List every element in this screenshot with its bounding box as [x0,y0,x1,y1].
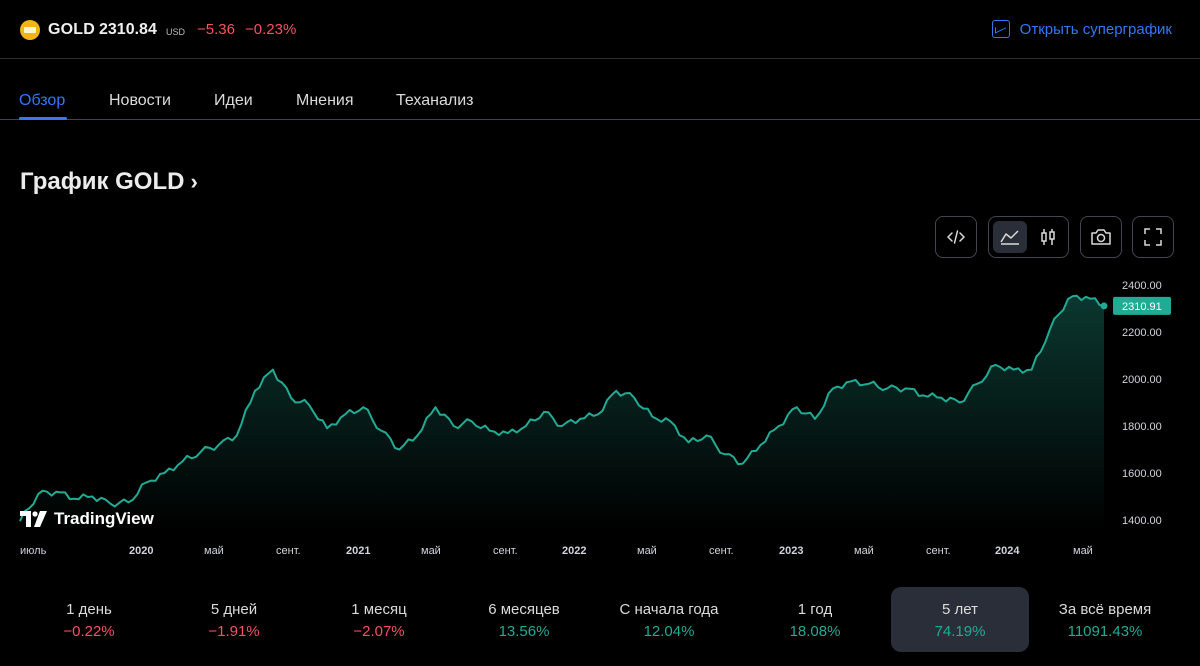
fullscreen-icon [1144,228,1162,246]
period-button[interactable]: 5 лет 74.19% [891,587,1029,652]
y-tick-label: 2000.00 [1122,374,1162,386]
x-tick-label: май [1073,545,1093,557]
y-tick-label: 1800.00 [1122,421,1162,433]
snapshot-button[interactable] [1080,216,1122,258]
x-tick-label: сент. [926,545,951,557]
camera-icon [1091,229,1111,245]
price-line [19,294,1105,522]
area-style-button[interactable] [993,221,1027,253]
gold-bar-icon [20,20,40,40]
area-chart-icon [1000,230,1019,245]
period-return: −2.07% [353,623,405,640]
fullscreen-button[interactable] [1132,216,1174,258]
tradingview-wordmark: TradingView [54,509,154,528]
period-return: −0.22% [63,623,115,640]
x-tick-label: июль [20,545,47,557]
price-change-percent: −0.23% [245,21,297,38]
price-chart[interactable]: 2400.00 2200.00 2000.00 1800.00 1600.00 1400.… [0,270,1200,565]
symbol-header: GOLD 2310.84 USD −5.36 −0.23% Открыть су… [0,0,1200,59]
x-tick-label: 2022 [562,545,586,557]
period-return: 11091.43% [1067,623,1143,640]
x-tick-label: май [204,545,224,557]
last-price-dot [1100,302,1108,310]
open-superchart-link[interactable]: Открыть суперграфик [991,20,1172,38]
period-return: 18.08% [789,623,841,640]
period-label: 5 дней [210,601,258,618]
currency-label: USD [166,27,186,37]
last-price-label: 2310.91 [1122,301,1162,313]
period-label: За всё время [1058,601,1152,618]
tab-ideas[interactable]: Идеи [214,92,253,109]
period-button[interactable]: С начала года 12.04% [600,587,738,652]
x-tick-label: май [637,545,657,557]
open-superchart-label: Открыть суперграфик [1019,20,1172,38]
chart-line-icon [991,20,1010,38]
period-label: С начала года [619,601,719,618]
y-tick-label: 2400.00 [1122,280,1162,292]
tab-overview[interactable]: Обзор [19,92,66,109]
period-button[interactable]: За всё время 11091.43% [1036,587,1174,652]
x-tick-label: май [854,545,874,557]
y-tick-label: 2200.00 [1122,327,1162,339]
x-tick-label: 2021 [346,545,370,557]
candles-style-button[interactable] [1031,221,1065,253]
price-area-fill [20,295,1104,532]
tab-news[interactable]: Новости [109,92,171,109]
chevron-right-icon: › [190,169,198,194]
x-tick-label: 2024 [995,545,1020,557]
last-price-label-bg [1113,296,1171,315]
period-button[interactable]: 6 месяцев 13.56% [455,587,593,652]
y-tick-label: 1600.00 [1122,468,1162,480]
period-label: 1 месяц [351,601,407,618]
tab-technicals[interactable]: Теханализ [396,92,474,109]
period-label: 1 год [797,601,833,618]
x-tick-label: 2023 [779,545,803,557]
x-tick-label: сент. [276,545,301,557]
period-return: 12.04% [643,623,695,640]
period-button[interactable]: 1 месяц −2.07% [310,587,448,652]
x-tick-label: сент. [493,545,518,557]
candles-icon [1041,229,1055,245]
y-tick-label: 1400.00 [1122,515,1162,527]
chart-heading-link[interactable]: График GOLD › [20,168,198,196]
period-button[interactable]: 1 год 18.08% [746,587,884,652]
chart-style-group [988,216,1069,258]
x-tick-label: 2020 [129,545,153,557]
code-icon [947,230,965,244]
x-tick-label: сент. [709,545,734,557]
x-tick-label: май [421,545,441,557]
symbol-name: GOLD [48,21,96,38]
period-return: −1.91% [208,623,260,640]
section-tabs: Обзор Новости Идеи Мнения Теханализ [0,60,1200,120]
period-label: 5 лет [942,601,978,618]
price-change: −5.36 [197,21,235,38]
period-button[interactable]: 1 день −0.22% [20,587,158,652]
performance-periods: 1 день −0.22% 5 дней −1.91% 1 месяц −2.07% 6 м… [0,587,1200,652]
period-button[interactable]: 5 дней −1.91% [165,587,303,652]
period-return: 74.19% [934,623,986,640]
tab-opinions[interactable]: Мнения [296,92,354,109]
last-price: 2310.84 [99,21,157,38]
embed-button[interactable] [935,216,977,258]
tradingview-logo-icon [20,511,47,527]
period-label: 1 день [66,601,112,618]
tradingview-watermark: TradingView [20,509,154,529]
active-tab-indicator [19,117,67,120]
period-label: 6 месяцев [488,601,560,618]
chart-heading: График GOLD [20,168,185,195]
period-return: 13.56% [498,623,550,640]
